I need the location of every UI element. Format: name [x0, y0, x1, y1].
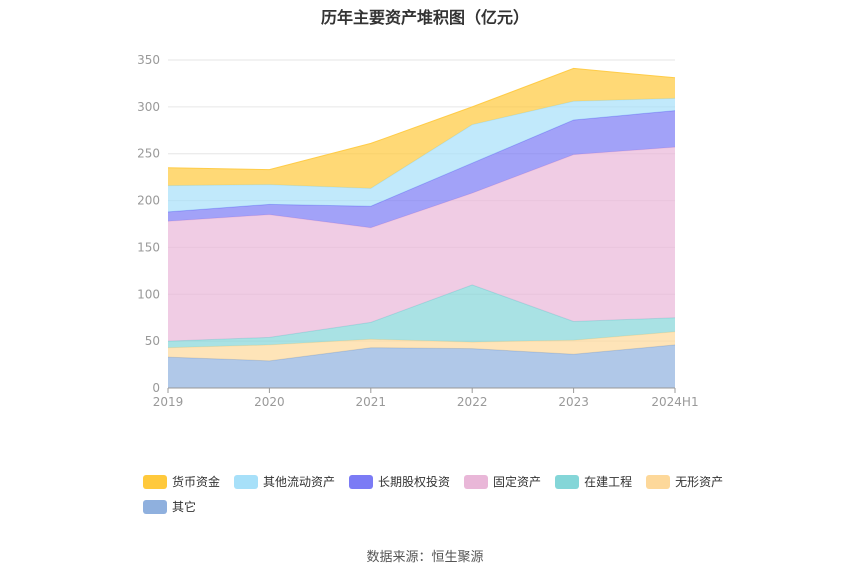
x-tick-label: 2022 [457, 395, 488, 409]
area-在建工程[interactable] [168, 284, 675, 348]
chart-legend: 货币资金 其他流动资产 长期股权投资 固定资产 在建工程 无形资产其它 [143, 473, 743, 515]
y-tick-label: 250 [137, 147, 160, 161]
legend-swatch [143, 474, 167, 489]
area-长期股权投资[interactable] [168, 110, 675, 228]
x-tick-label: 2021 [356, 395, 387, 409]
legend-swatch [349, 474, 374, 489]
legend-label: 其他流动资产 [263, 475, 336, 489]
y-tick-label: 300 [137, 100, 160, 114]
area-edge-货币资金 [167, 67, 676, 171]
x-tick-label: 2019 [153, 395, 184, 409]
area-固定资产[interactable] [168, 147, 675, 342]
x-tick-label: 2020 [254, 395, 285, 409]
legend-label: 在建工程 [584, 475, 633, 489]
x-tick-label: 2024H1 [651, 395, 698, 409]
data-source: 数据来源：恒生聚源 [366, 550, 484, 565]
legend-swatch [143, 499, 167, 514]
x-tick-label: 2023 [558, 395, 589, 409]
legend-item-在建工程[interactable]: 在建工程 [555, 473, 632, 490]
area-edge-其它 [167, 344, 676, 362]
y-tick-label: 100 [137, 287, 160, 301]
legend-swatch [464, 474, 489, 489]
y-tick-label: 150 [137, 240, 160, 254]
legend-item-货币资金[interactable]: 货币资金 [143, 473, 220, 490]
y-tick-label: 0 [152, 381, 160, 395]
legend-label: 其它 [172, 500, 197, 514]
area-其他流动资产[interactable] [168, 98, 675, 212]
legend-item-无形资产[interactable]: 无形资产 [646, 473, 723, 490]
y-tick-label: 350 [137, 53, 160, 67]
area-无形资产[interactable] [168, 331, 675, 361]
legend-label: 长期股权投资 [378, 475, 451, 489]
legend-item-长期股权投资[interactable]: 长期股权投资 [349, 473, 450, 490]
chart-title: 历年主要资产堆积图（亿元） [320, 8, 529, 27]
legend-swatch [234, 474, 259, 489]
area-其它[interactable] [168, 344, 675, 388]
legend-swatch [555, 474, 580, 489]
legend-label: 无形资产 [675, 475, 724, 489]
area-货币资金[interactable] [168, 68, 675, 189]
legend-item-其它[interactable]: 其它 [143, 498, 196, 515]
y-tick-label: 200 [137, 194, 160, 208]
legend-item-固定资产[interactable]: 固定资产 [464, 473, 541, 490]
legend-label: 货币资金 [172, 475, 221, 489]
y-tick-label: 50 [145, 334, 160, 348]
legend-item-其他流动资产[interactable]: 其他流动资产 [234, 473, 335, 490]
legend-label: 固定资产 [493, 475, 542, 489]
legend-swatch [646, 474, 671, 489]
